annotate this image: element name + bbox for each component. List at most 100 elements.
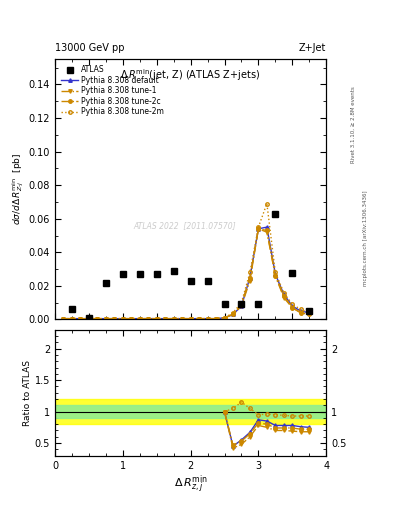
Pythia 8.308 tune-2m [121,315,125,322]
Pythia 8.308 tune-2c [86,315,91,322]
Pythia 8.308 tune-2c [281,293,286,299]
ATLAS [273,210,278,217]
Line: Pythia 8.308 tune-1: Pythia 8.308 tune-1 [62,227,311,321]
Pythia 8.308 tune-1 [61,315,66,322]
Pythia 8.308 tune-1 [70,315,74,322]
Pythia 8.308 tune-1 [78,315,83,322]
Pythia 8.308 default [264,224,269,230]
Pythia 8.308 tune-2m [180,315,184,322]
Pythia 8.308 tune-2c [129,315,134,322]
ATLAS [86,315,91,321]
Pythia 8.308 default [222,315,227,321]
Pythia 8.308 default [103,315,108,322]
Pythia 8.308 tune-2c [231,311,235,317]
Pythia 8.308 tune-2c [78,315,83,322]
Pythia 8.308 default [281,291,286,297]
Pythia 8.308 tune-2c [163,315,167,322]
Pythia 8.308 default [256,226,261,232]
Legend: ATLAS, Pythia 8.308 default, Pythia 8.308 tune-1, Pythia 8.308 tune-2c, Pythia 8: ATLAS, Pythia 8.308 default, Pythia 8.30… [59,63,166,119]
Pythia 8.308 tune-1 [86,315,91,322]
Pythia 8.308 tune-1 [188,315,193,322]
Pythia 8.308 tune-1 [222,315,227,321]
Pythia 8.308 default [171,315,176,322]
Pythia 8.308 default [129,315,134,322]
Pythia 8.308 tune-2m [188,315,193,322]
Pythia 8.308 tune-2c [264,227,269,233]
Pythia 8.308 tune-2c [239,301,244,307]
ATLAS [103,280,108,286]
Pythia 8.308 tune-2c [138,315,142,322]
Pythia 8.308 tune-2c [112,315,117,322]
Pythia 8.308 tune-2m [146,315,151,322]
Pythia 8.308 default [78,315,83,322]
ATLAS [307,308,312,314]
Pythia 8.308 tune-2m [231,310,235,316]
Pythia 8.308 tune-1 [290,305,295,311]
Pythia 8.308 tune-1 [171,315,176,322]
Pythia 8.308 tune-2c [256,226,261,232]
Pythia 8.308 tune-1 [256,226,261,232]
Pythia 8.308 default [197,315,202,322]
Pythia 8.308 tune-2m [78,315,83,322]
Pythia 8.308 tune-2m [290,301,295,307]
Line: Pythia 8.308 default: Pythia 8.308 default [62,225,311,321]
ATLAS [70,306,74,312]
Pythia 8.308 tune-2c [222,315,227,321]
Pythia 8.308 default [112,315,117,322]
Bar [55,406,326,418]
Pythia 8.308 tune-2m [163,315,167,322]
Pythia 8.308 tune-1 [103,315,108,322]
Pythia 8.308 default [188,315,193,322]
Pythia 8.308 tune-1 [248,278,252,284]
Pythia 8.308 tune-2c [103,315,108,322]
Pythia 8.308 tune-1 [154,315,159,322]
Pythia 8.308 tune-1 [129,315,134,322]
Pythia 8.308 default [248,274,252,281]
Pythia 8.308 default [205,315,210,322]
Pythia 8.308 tune-2c [307,311,312,317]
Pythia 8.308 tune-1 [95,315,100,322]
Pythia 8.308 tune-2m [138,315,142,322]
ATLAS [171,268,176,274]
Line: Pythia 8.308 tune-2c: Pythia 8.308 tune-2c [62,227,311,321]
Text: Rivet 3.1.10, ≥ 2.8M events: Rivet 3.1.10, ≥ 2.8M events [351,86,356,163]
Pythia 8.308 tune-2c [273,273,278,279]
Pythia 8.308 tune-2m [171,315,176,322]
Pythia 8.308 tune-1 [121,315,125,322]
Pythia 8.308 tune-2m [248,269,252,275]
Pythia 8.308 tune-1 [146,315,151,322]
Pythia 8.308 tune-2c [154,315,159,322]
Pythia 8.308 tune-2m [256,224,261,230]
Pythia 8.308 tune-2m [239,300,244,306]
Pythia 8.308 tune-2c [70,315,74,322]
Pythia 8.308 tune-2c [61,315,66,322]
Pythia 8.308 tune-2m [222,315,227,321]
Pythia 8.308 default [70,315,74,322]
Pythia 8.308 tune-1 [273,273,278,279]
Pythia 8.308 tune-2m [273,269,278,275]
Pythia 8.308 default [138,315,142,322]
Pythia 8.308 default [290,303,295,309]
Pythia 8.308 tune-2m [197,315,202,322]
Text: ATLAS 2022  [2011.07570]: ATLAS 2022 [2011.07570] [134,221,237,230]
Pythia 8.308 tune-2m [307,310,312,316]
Pythia 8.308 default [298,308,303,314]
Pythia 8.308 default [214,315,219,322]
Pythia 8.308 default [95,315,100,322]
Pythia 8.308 tune-1 [231,311,235,317]
Pythia 8.308 tune-2c [95,315,100,322]
Pythia 8.308 tune-2m [112,315,117,322]
ATLAS [290,270,295,276]
Pythia 8.308 tune-1 [163,315,167,322]
X-axis label: $\Delta\,R^{\rm min}_{z,j}$: $\Delta\,R^{\rm min}_{z,j}$ [174,473,208,496]
Pythia 8.308 tune-1 [239,303,244,309]
ATLAS [188,278,193,284]
Pythia 8.308 tune-2c [205,315,210,322]
ATLAS [138,271,142,277]
Pythia 8.308 tune-2c [121,315,125,322]
Pythia 8.308 tune-2m [61,315,66,322]
Pythia 8.308 tune-1 [180,315,184,322]
ATLAS [239,301,244,307]
Pythia 8.308 tune-1 [138,315,142,322]
Pythia 8.308 tune-1 [205,315,210,322]
